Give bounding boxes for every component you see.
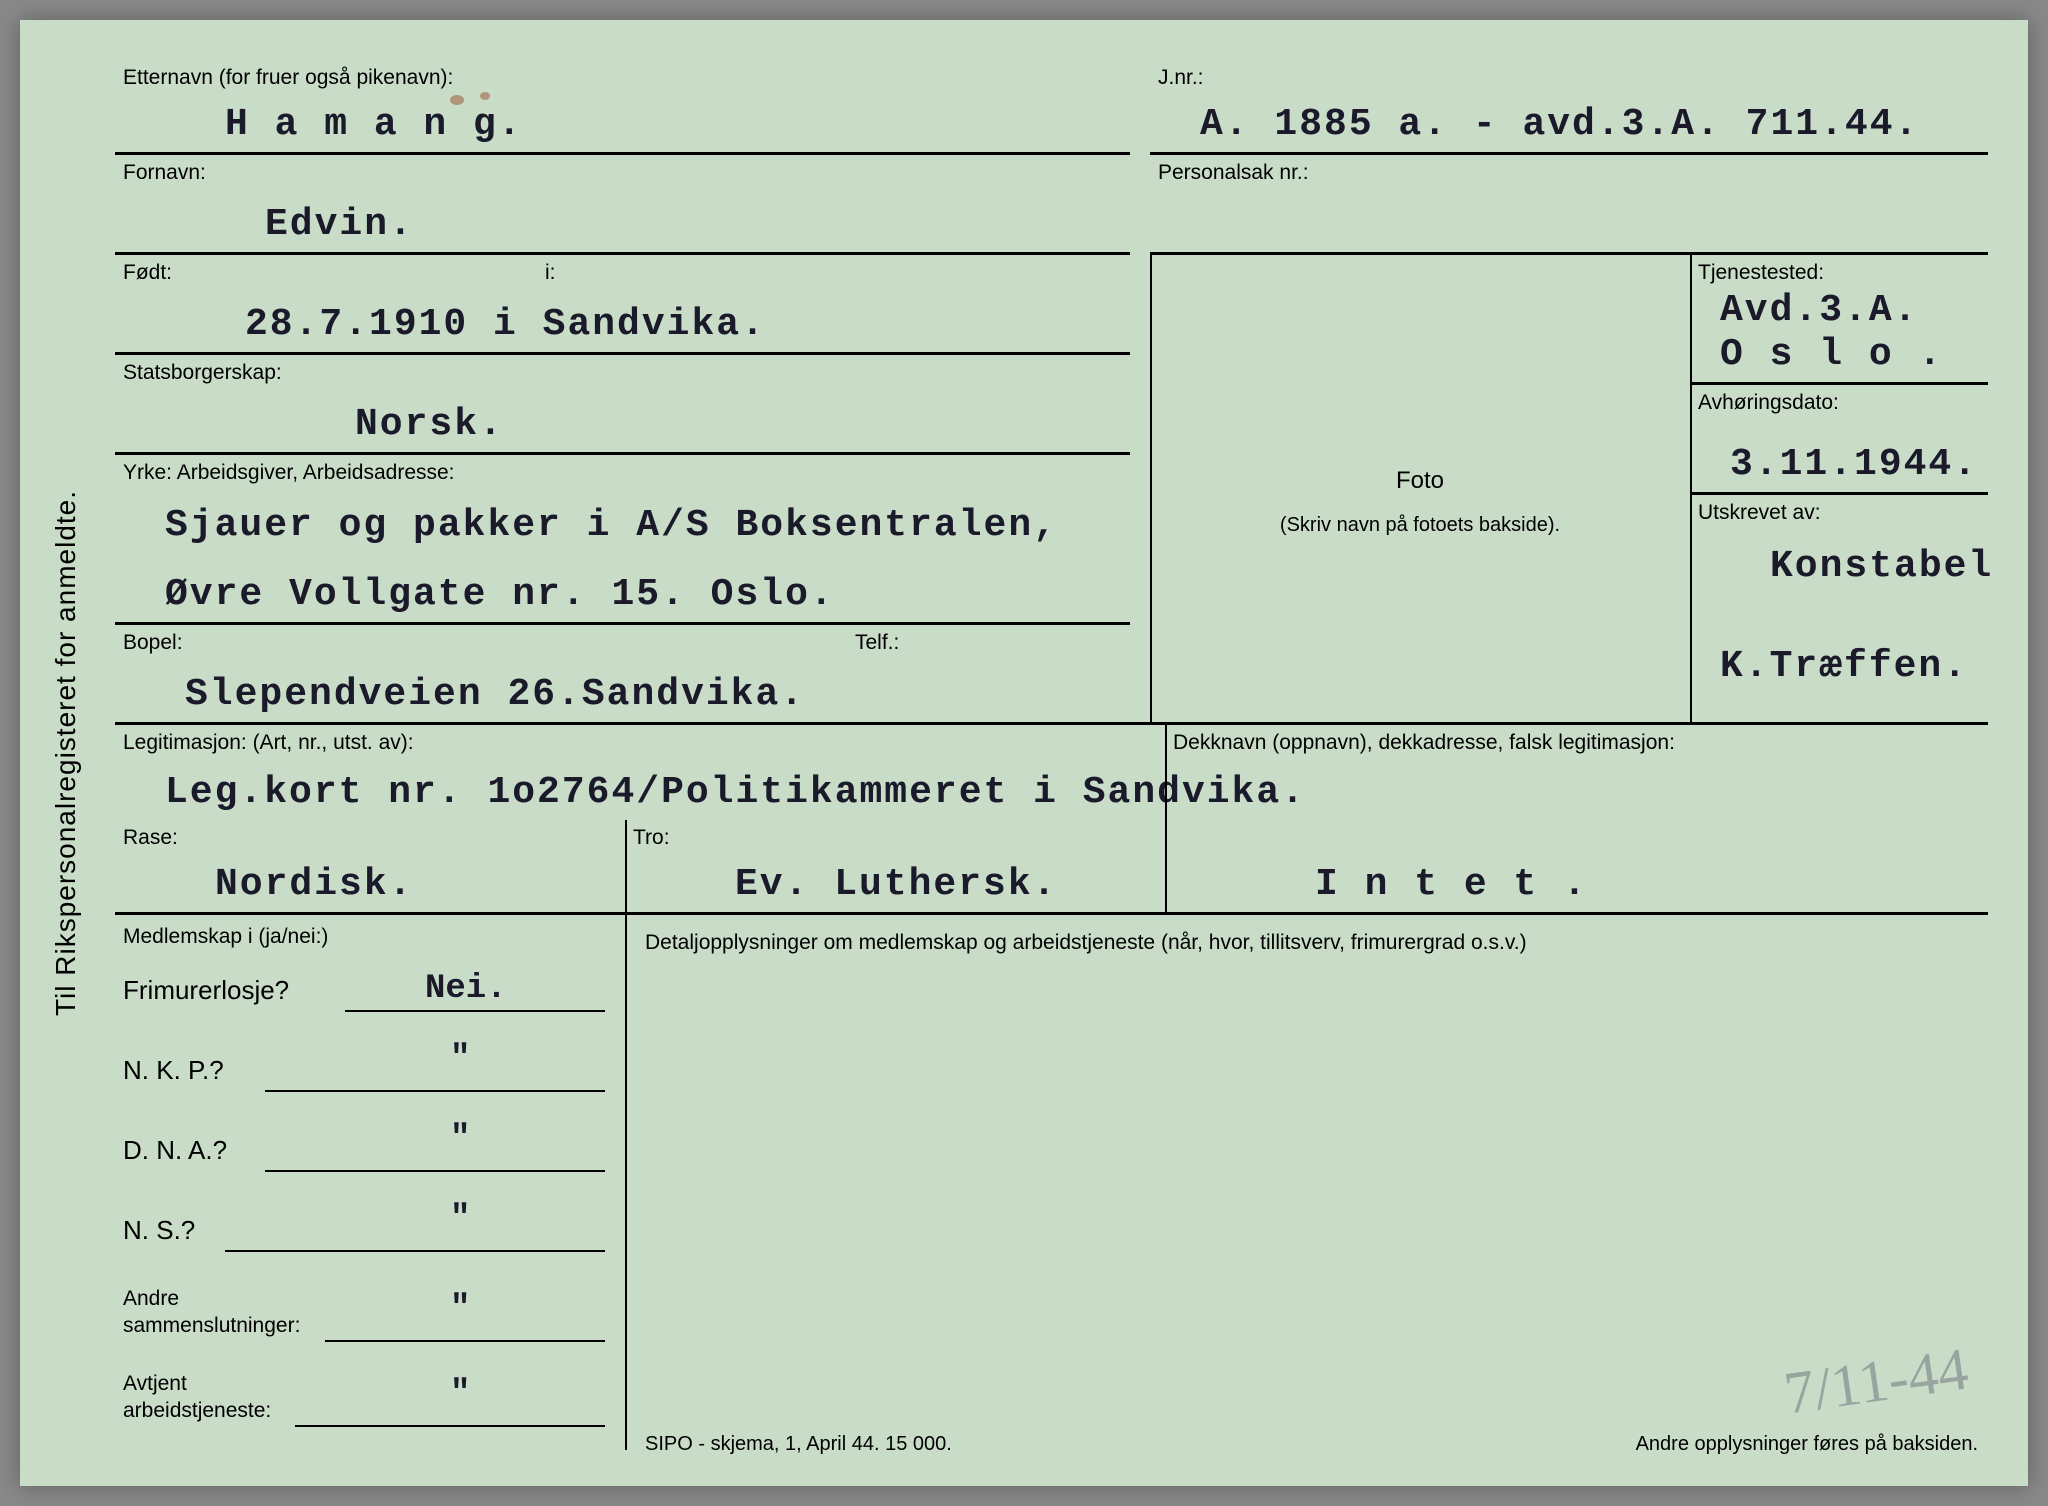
value-nkp: "	[450, 1040, 470, 1078]
field-fornavn: Fornavn: Edvin.	[115, 155, 1130, 255]
label-jnr: J.nr.:	[1158, 66, 1204, 90]
divider	[625, 915, 627, 1450]
divider	[625, 820, 627, 915]
field-personalsak: Personalsak nr.:	[1150, 155, 1988, 255]
label-dekknavn: Dekknavn (oppnavn), dekkadresse, falsk l…	[1173, 731, 1675, 755]
value-utskrevet-1: Konstabel	[1770, 545, 1993, 588]
field-statsborgerskap: Statsborgerskap: Norsk.	[115, 355, 1130, 455]
label-legitimasjon: Legitimasjon: (Art, nr., utst. av):	[123, 731, 414, 755]
footer-andre: Andre opplysninger føres på baksiden.	[1636, 1433, 1978, 1456]
membership-section: Medlemskap i (ja/nei:) Frimurerlosje? Ne…	[115, 915, 625, 1455]
value-ns: "	[450, 1200, 470, 1238]
label-ns: N. S.?	[123, 1215, 195, 1246]
label-utskrevet: Utskrevet av:	[1698, 501, 1821, 525]
value-tjenestested-1: Avd.3.A.	[1720, 289, 1918, 332]
underline	[295, 1425, 605, 1427]
value-bopel: Slependveien 26.Sandvika.	[185, 673, 805, 716]
side-title: Til Rikspersonalregisteret for anmeldte.	[50, 490, 82, 1016]
label-yrke: Yrke: Arbeidsgiver, Arbeidsadresse:	[123, 461, 455, 485]
foto-label: Foto	[1150, 467, 1690, 495]
registration-card: Til Rikspersonalregisteret for anmeldte.…	[20, 20, 2028, 1486]
field-etternavn: Etternavn (for fruer også pikenavn): H a…	[115, 60, 1130, 155]
value-jnr: A. 1885 a. - avd.3.A. 711.44.	[1200, 103, 1919, 146]
value-yrke-2: Øvre Vollgate nr. 15. Oslo.	[165, 573, 835, 616]
field-fodt: Født: i: 28.7.1910 i Sandvika.	[115, 255, 1130, 355]
value-tjenestested-2: O s l o .	[1720, 333, 1943, 376]
handwritten-date: 7/11-44	[1780, 1335, 1972, 1429]
field-bopel: Bopel: Telf.: Slependveien 26.Sandvika.	[115, 625, 1988, 725]
field-yrke: Yrke: Arbeidsgiver, Arbeidsadresse: Sjau…	[115, 455, 1130, 625]
field-jnr: J.nr.: A. 1885 a. - avd.3.A. 711.44.	[1150, 60, 1988, 155]
underline	[265, 1170, 605, 1172]
label-medlemskap: Medlemskap i (ja/nei:)	[123, 925, 328, 949]
field-legitimasjon: Legitimasjon: (Art, nr., utst. av): Dekk…	[115, 725, 1988, 820]
label-tjenestested: Tjenestested:	[1698, 261, 1824, 285]
label-andre-sammen: Andre sammenslutninger:	[123, 1285, 300, 1340]
foto-sublabel: (Skriv navn på fotoets bakside).	[1150, 514, 1690, 537]
field-rase-tro: Rase: Tro: Nordisk. Ev. Luthersk. I n t …	[115, 820, 1988, 915]
value-statsborgerskap: Norsk.	[355, 403, 504, 446]
value-tro: Ev. Luthersk.	[735, 863, 1057, 906]
label-avtjent: Avtjent arbeidstjeneste:	[123, 1370, 271, 1425]
label-detalj: Detaljopplysninger om medlemskap og arbe…	[645, 931, 1527, 955]
footer-sipo: SIPO - skjema, 1, April 44. 15 000.	[645, 1433, 952, 1456]
label-dna: D. N. A.?	[123, 1135, 227, 1166]
value-etternavn: H a m a n g.	[225, 103, 523, 146]
value-avtjent: "	[450, 1375, 470, 1413]
value-dna: "	[450, 1120, 470, 1158]
label-nkp: N. K. P.?	[123, 1055, 224, 1086]
label-etternavn: Etternavn (for fruer også pikenavn):	[123, 66, 453, 90]
value-andre-sammen: "	[450, 1290, 470, 1328]
label-fodt-i: i:	[545, 261, 556, 285]
label-statsborgerskap: Statsborgerskap:	[123, 361, 282, 385]
field-tjenestested: Tjenestested: Avd.3.A. O s l o .	[1690, 255, 1988, 385]
label-fornavn: Fornavn:	[123, 161, 206, 185]
value-yrke-1: Sjauer og pakker i A/S Boksentralen,	[165, 504, 1058, 547]
label-fodt: Født:	[123, 261, 172, 285]
label-tro: Tro:	[633, 826, 670, 850]
label-telf: Telf.:	[855, 631, 899, 655]
label-frimurer: Frimurerlosje?	[123, 975, 289, 1006]
value-dekknavn: I n t e t .	[1315, 863, 1588, 906]
form-content: Etternavn (for fruer også pikenavn): H a…	[115, 60, 1988, 1456]
label-rase: Rase:	[123, 826, 178, 850]
value-legitimasjon: Leg.kort nr. 1o2764/Politikammeret i San…	[165, 771, 1306, 814]
field-avhoringsdato: Avhøringsdato: 3.11.1944.	[1690, 385, 1988, 495]
label-personalsak: Personalsak nr.:	[1158, 161, 1309, 185]
label-bopel: Bopel:	[123, 631, 183, 655]
value-fodt: 28.7.1910 i Sandvika.	[245, 303, 766, 346]
label-avhoringsdato: Avhøringsdato:	[1698, 391, 1839, 415]
underline	[265, 1090, 605, 1092]
underline	[225, 1250, 605, 1252]
value-fornavn: Edvin.	[265, 203, 414, 246]
underline	[345, 1010, 605, 1012]
value-frimurer: Nei.	[425, 970, 507, 1008]
value-avhoringsdato: 3.11.1944.	[1730, 443, 1978, 486]
value-rase: Nordisk.	[215, 863, 413, 906]
underline	[325, 1340, 605, 1342]
